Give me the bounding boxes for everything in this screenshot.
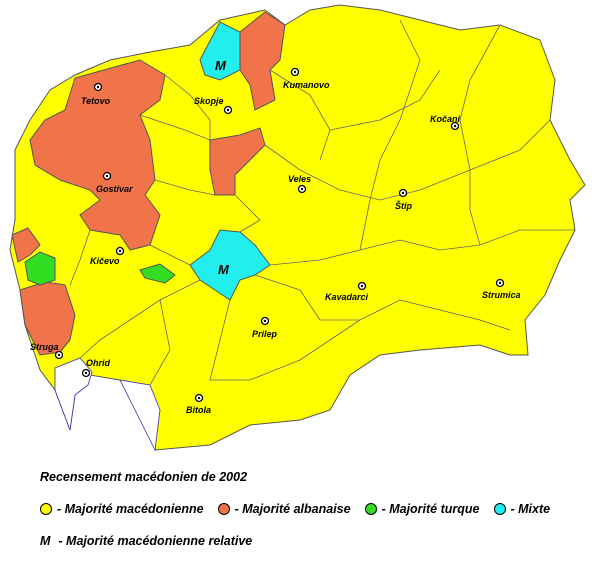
cyan-circle-icon (493, 503, 506, 515)
region-albanian-struga (19, 281, 76, 356)
green-circle-icon (364, 503, 377, 515)
region-albanian-west (11, 227, 41, 263)
legend-item-macedonian: - Majorité macédonienne (40, 502, 204, 516)
relative-majority-marker-north: M (215, 58, 227, 73)
city-prilep: Prilep (252, 316, 278, 339)
city-ohrid: Ohrid (81, 358, 111, 378)
svg-text:Struga: Struga (30, 342, 59, 352)
city-veles: Veles (288, 174, 311, 194)
svg-text:Kičevo: Kičevo (90, 256, 120, 266)
legend-relative-symbol: M (40, 534, 51, 548)
lake-ohrid (54, 357, 93, 431)
legend-relative-label: - Majorité macédonienne relative (58, 534, 253, 548)
lake-prespa (119, 379, 161, 452)
city-kumanovo: Kumanovo (283, 67, 330, 90)
svg-text:Kavadarci: Kavadarci (325, 292, 369, 302)
svg-text:Skopje: Skopje (194, 96, 224, 106)
region-albanian-center (209, 127, 266, 196)
svg-text:Ohrid: Ohrid (86, 358, 111, 368)
relative-majority-marker-center: M (218, 262, 230, 277)
svg-text:Bitola: Bitola (186, 405, 211, 415)
legend-label: - Mixte (510, 502, 551, 516)
city-kicevo: Kičevo (90, 246, 125, 266)
macedonia-map: Tetovo Skopje Kumanovo Kočani Gostivar V… (9, 4, 586, 452)
legend-item-albanian: - Majorité albanaise (217, 502, 351, 516)
legend-relative: M - Majorité macédonienne relative (40, 534, 252, 548)
country-macedonian-majority (9, 4, 586, 451)
legend-item-turkish: - Majorité turque (364, 502, 480, 516)
city-kocani: Kočani (430, 114, 461, 131)
municipality-borders (69, 19, 575, 386)
svg-text:Kumanovo: Kumanovo (283, 80, 330, 90)
city-strumica: Strumica (482, 278, 521, 300)
city-skopje: Skopje (194, 96, 233, 115)
city-struga: Struga (30, 342, 64, 360)
city-tetovo: Tetovo (81, 82, 111, 106)
legend-label: - Majorité turque (381, 502, 480, 516)
legend-label: - Majorité macédonienne (57, 502, 204, 516)
region-turkish-west (24, 251, 56, 286)
city-markers: Tetovo Skopje Kumanovo Kočani Gostivar V… (30, 67, 521, 415)
svg-text:Tetovo: Tetovo (81, 96, 111, 106)
yellow-circle-icon (40, 503, 52, 515)
svg-text:Prilep: Prilep (252, 329, 278, 339)
region-mixed-north (199, 21, 241, 81)
city-kavadarci: Kavadarci (325, 281, 369, 302)
region-albanian-north (239, 11, 286, 111)
city-gostivar: Gostivar (96, 171, 133, 194)
orange-circle-icon (217, 503, 230, 515)
legend-item-mixed: - Mixte (493, 502, 551, 516)
legend-title: Recensement macédonien de 2002 (40, 470, 248, 484)
city-bitola: Bitola (186, 393, 211, 415)
svg-text:Veles: Veles (288, 174, 311, 184)
svg-text:Strumica: Strumica (482, 290, 521, 300)
city-stip: Štip (395, 188, 413, 211)
svg-text:Štip: Štip (395, 200, 413, 211)
legend: - Majorité macédonienne - Majorité alban… (40, 502, 564, 516)
region-albanian-tetovo-gostivar (29, 59, 166, 251)
legend-label: - Majorité albanaise (234, 502, 351, 516)
region-mixed-center (189, 229, 271, 301)
region-turkish-center (139, 263, 176, 284)
svg-text:Gostivar: Gostivar (96, 184, 133, 194)
svg-text:Kočani: Kočani (430, 114, 461, 124)
